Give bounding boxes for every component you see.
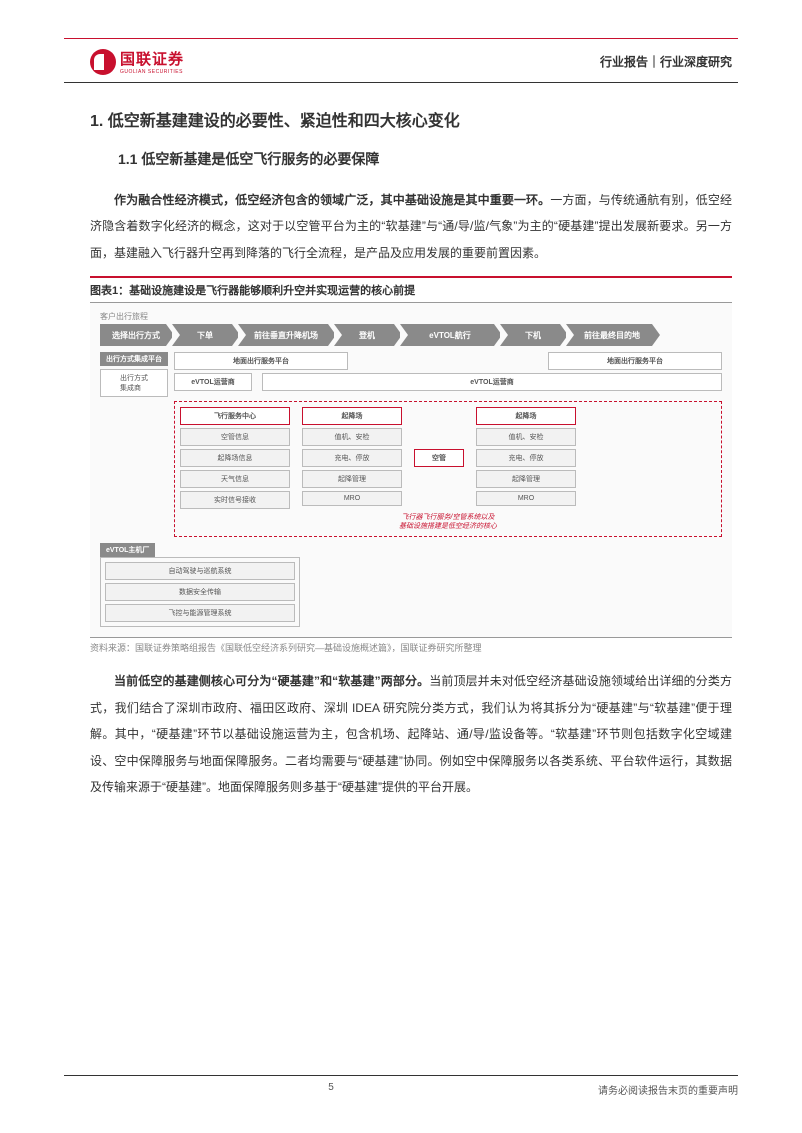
vertiport-left: 起降场 [302, 407, 402, 425]
chev-goto-vertiport: 前往垂直升降机场 [238, 324, 328, 346]
evtol-operator-left: eVTOL运营商 [174, 373, 252, 391]
oem-fcs: 飞控与能源管理系统 [105, 604, 295, 622]
p2-lead: 当前低空的基建侧核心可分为“硬基建”和“软基建”两部分。 [114, 674, 429, 688]
paragraph-2: 当前低空的基建侧核心可分为“硬基建”和“软基建”两部分。当前顶层并未对低空经济基… [90, 668, 732, 800]
vp-r-mro: MRO [476, 491, 576, 506]
core-infra-box: 飞行服务中心 空管信息 起降场信息 天气信息 实时信号接收 起降场 值机、安检 … [174, 401, 722, 537]
vertiport-right: 起降场 [476, 407, 576, 425]
logo-en: GUOLIAN SECURITIES [120, 69, 184, 75]
figure-1-title: 图表1：基础设施建设是飞行器能够顺利升空并实现运营的核心前提 [90, 282, 732, 298]
ground-platform-left: 地面出行服务平台 [174, 352, 348, 370]
journey-chevrons: 选择出行方式 下单 前往垂直升降机场 登机 eVTOL航行 下机 前往最终目的地 [100, 324, 722, 346]
logo-cn: 国联证券 [120, 48, 184, 69]
logo: 国联证券 GUOLIAN SECURITIES [90, 48, 184, 75]
core-note: 飞行器飞行服务/空管系统以及 基础设施搭建是低空经济的核心 [180, 513, 716, 531]
vp-l-charge: 充电、停放 [302, 449, 402, 467]
page-number: 5 [328, 1082, 334, 1097]
header-rule [64, 82, 738, 83]
core-note-l1: 飞行器飞行服务/空管系统以及 [402, 514, 495, 521]
figure-1-source: 资料来源：国联证券策略组报告《国联低空经济系列研究—基础设施概述篇》，国联证券研… [90, 637, 732, 654]
heading-1-1: 1.1 低空新基建是低空飞行服务的必要保障 [118, 149, 732, 169]
vp-l-checkin: 值机、安检 [302, 428, 402, 446]
header-category: 行业报告｜行业深度研究 [600, 53, 732, 70]
fsc-atc-info: 空管信息 [180, 428, 290, 446]
oem-autopilot: 自动驾驶与巡航系统 [105, 562, 295, 580]
vp-r-takeoff: 起降管理 [476, 470, 576, 488]
ground-platform-right: 地面出行服务平台 [548, 352, 722, 370]
vp-l-takeoff: 起降管理 [302, 470, 402, 488]
evtol-operator-main: eVTOL运营商 [262, 373, 722, 391]
journey-label: 客户出行旅程 [100, 311, 722, 322]
row-platforms: 出行方式集成平台 出行方式 集成商 地面出行服务平台 地面出行服务平台 eVTO… [100, 352, 722, 397]
page-footer: 5 请务必阅读报告末页的重要声明 [64, 1075, 738, 1097]
chev-choose: 选择出行方式 [100, 324, 166, 346]
paragraph-1: 作为融合性经济模式，低空经济包含的领域广泛，其中基础设施是其中重要一环。一方面，… [90, 187, 732, 266]
core-note-l2: 基础设施搭建是低空经济的核心 [399, 523, 497, 530]
fsc-signal: 实时信号接收 [180, 491, 290, 509]
chev-board: 登机 [334, 324, 394, 346]
figure-title-bar: 图表1：基础设施建设是飞行器能够顺利升空并实现运营的核心前提 [90, 276, 732, 303]
logo-icon [90, 49, 116, 75]
chev-order: 下单 [172, 324, 232, 346]
fsc-vertiport-info: 起降场信息 [180, 449, 290, 467]
oem-data: 数据安全传输 [105, 583, 295, 601]
chev-final-dest: 前往最终目的地 [566, 324, 652, 346]
flight-service-center: 飞行服务中心 [180, 407, 290, 425]
vp-r-charge: 充电、停放 [476, 449, 576, 467]
vp-r-checkin: 值机、安检 [476, 428, 576, 446]
fsc-weather: 天气信息 [180, 470, 290, 488]
vp-l-mro: MRO [302, 491, 402, 506]
chev-deplane: 下机 [500, 324, 560, 346]
top-red-rule [64, 38, 738, 39]
chev-flight: eVTOL航行 [400, 324, 494, 346]
p1-lead: 作为融合性经济模式，低空经济包含的领域广泛，其中基础设施是其中重要一环。 [114, 193, 550, 207]
integration-platform-tag: 出行方式集成平台 [100, 352, 168, 366]
footer-disclaimer: 请务必阅读报告末页的重要声明 [598, 1082, 738, 1097]
figure-1-diagram: 客户出行旅程 选择出行方式 下单 前往垂直升降机场 登机 eVTOL航行 下机 … [90, 303, 732, 637]
integrator-cell: 出行方式 集成商 [100, 369, 168, 397]
atc-cell: 空管 [414, 449, 464, 467]
page-header: 国联证券 GUOLIAN SECURITIES 行业报告｜行业深度研究 [90, 48, 732, 75]
heading-1: 1. 低空新基建建设的必要性、紧迫性和四大核心变化 [90, 107, 732, 131]
oem-tag: eVTOL主机厂 [100, 543, 155, 557]
p2-rest: 当前顶层并未对低空经济基础设施领域给出详细的分类方式，我们结合了深圳市政府、福田… [90, 674, 732, 794]
